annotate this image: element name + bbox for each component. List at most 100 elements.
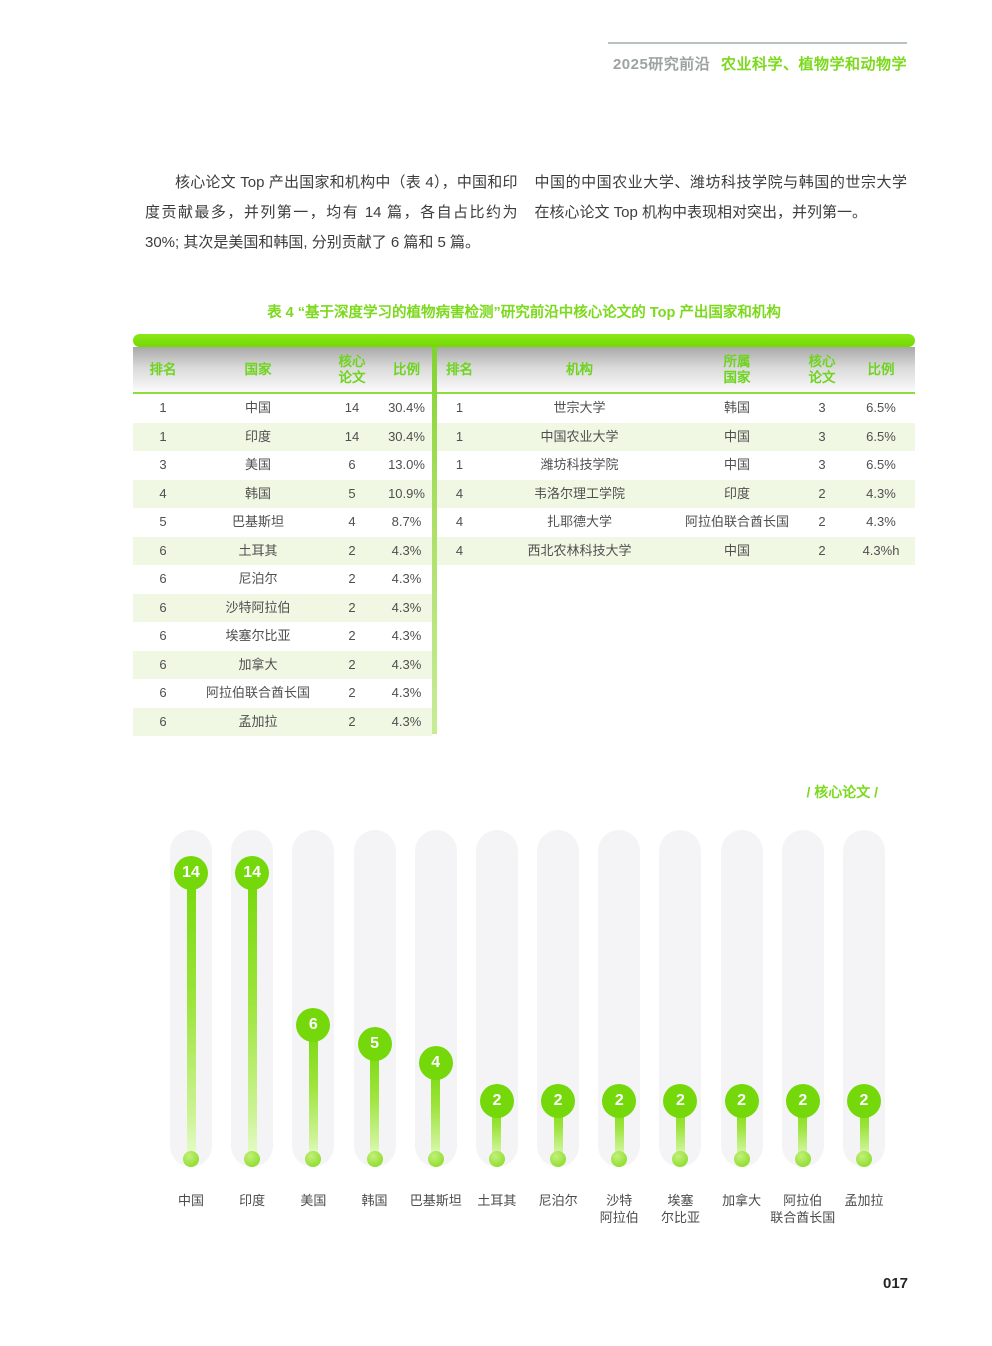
table-cell: 韦洛尔理工学院: [533, 485, 625, 501]
chart-dot: [733, 1151, 750, 1167]
report-section-title: 农业科学、植物学和动物学: [720, 56, 907, 73]
axis-label: 中国: [177, 1193, 205, 1208]
column-header: 核心 论文: [338, 353, 366, 385]
table-cell: 2: [818, 542, 826, 558]
axis-label: 埃塞 尔比亚: [660, 1193, 700, 1225]
table-cell: 扎耶德大学: [546, 514, 612, 530]
chart-value-bubble: 2: [663, 1084, 698, 1118]
chart-axis-labels: 中国 印度 美国 韩国 巴基斯坦 土耳其 尼泊尔 沙特 阿拉伯 埃塞 尔比亚 加拿大 阿拉伯 联合酋长国孟…: [170, 1192, 885, 1252]
chart-dot: [244, 1151, 261, 1167]
table-row: 1 印度 14 30.4%: [133, 422, 432, 451]
table-cell: 4.3%: [391, 571, 422, 587]
table-cell: 5: [348, 485, 356, 501]
chart-dot: [427, 1151, 444, 1167]
table-cell: 6.5%: [866, 428, 896, 444]
axis-label: 阿拉伯 联合酋长国: [770, 1193, 836, 1225]
table-cell: 4: [455, 485, 464, 501]
chart-stem: [492, 1101, 502, 1159]
table-cell: 中国农业大学: [540, 428, 619, 444]
chart-stem: [798, 1101, 808, 1159]
table-cell: 8.7%: [391, 514, 422, 530]
chart-dot: [366, 1151, 383, 1167]
table-cell: 4.3%: [391, 656, 422, 672]
table-cell: 4: [159, 485, 167, 501]
intro-paragraph-left: 核心论文 Top 产出国家和机构中（表 4），中国和印度贡献最多，并列第一，均有…: [145, 174, 518, 251]
table-cell: 印度: [723, 485, 750, 501]
chart-value-bubble: 2: [847, 1084, 881, 1118]
table-4: 排名 国家 核心 论文 比例 1 中国 14 30.4% 1 印度 14 30.4% 3 美国 6 13.0%…: [133, 347, 915, 736]
chart-dot: [305, 1151, 322, 1167]
table-cell: 1: [159, 428, 167, 444]
chart-value-bubble: 2: [541, 1084, 576, 1118]
chart-stem: [370, 1044, 380, 1159]
chart-stem: [431, 1063, 441, 1159]
table-cell: 潍坊科技学院: [540, 457, 619, 473]
table-cell: 3: [818, 428, 826, 444]
axis-label: 美国: [300, 1193, 327, 1208]
table-cell: 西北农林科技大学: [527, 542, 632, 558]
table-cell: 30.4%: [388, 400, 425, 416]
table-row: 6 沙特阿拉伯 2 4.3%: [133, 593, 432, 622]
table-cell: 尼泊尔: [238, 571, 278, 587]
table-cell: 4.3%: [391, 713, 422, 729]
axis-label: 孟加拉: [844, 1193, 884, 1208]
table-row: 1 中国 14 30.4%: [133, 394, 432, 423]
report-brand: 2025研究前沿: [612, 56, 711, 73]
column-header: 国家: [244, 361, 272, 377]
table-row: 4 韩国 5 10.9%: [133, 479, 432, 508]
table-cell: 沙特阿拉伯: [225, 599, 291, 615]
table-cell: 2: [348, 628, 356, 644]
chart-value-bubble: 14: [174, 856, 208, 890]
chart-value-bubble: 2: [785, 1084, 820, 1118]
axis-label: 巴基斯坦: [409, 1193, 462, 1208]
table-row: 6 孟加拉 2 4.3%: [133, 707, 432, 736]
chart-stem: [675, 1101, 685, 1159]
table-row: 1 潍坊科技学院 中国 3 6.5%: [437, 451, 915, 480]
chart-dot: [672, 1151, 689, 1167]
column-header: 所属 国家: [723, 353, 751, 385]
chart-dot: [794, 1151, 811, 1167]
table-cell: 2: [348, 656, 356, 672]
column-header: 比例: [867, 361, 895, 377]
chart-value-bubble: 2: [479, 1084, 514, 1118]
chart-stem: [614, 1101, 624, 1159]
table-cell: 韩国: [244, 485, 271, 501]
table-row: 4 扎耶德大学 阿拉伯联合酋长国 2 4.3%: [437, 508, 915, 537]
table-cell: 埃塞尔比亚: [225, 628, 291, 644]
axis-label: 尼泊尔: [538, 1193, 578, 1208]
table-cell: 10.9%: [388, 485, 425, 501]
chart-value-bubble: 2: [602, 1084, 637, 1118]
table-cell: 土耳其: [238, 542, 278, 558]
table-cell: 中国: [723, 542, 750, 558]
table-cell: 6: [159, 656, 167, 672]
table-cell: 1: [455, 428, 464, 444]
intro-paragraph-right: 中国的中国农业大学、潍坊科技学院与韩国的世宗大学在核心论文 Top 机构中表现相…: [534, 174, 908, 221]
table-cell: 孟加拉: [238, 713, 278, 729]
table-cell: 2: [348, 713, 356, 729]
chart-value-bubble: 5: [357, 1027, 392, 1061]
table-cell: 中国: [244, 400, 271, 416]
chart-stem: [553, 1101, 563, 1159]
chart-value-bubble: 4: [418, 1046, 453, 1080]
table-row: 1 世宗大学 韩国 3 6.5%: [437, 394, 915, 423]
table-cell: 4.3%: [391, 685, 422, 701]
axis-label: 韩国: [361, 1193, 388, 1208]
table-row: 3 美国 6 13.0%: [133, 451, 432, 480]
table-top-bar: [133, 334, 915, 347]
table-cell: 4.3%: [391, 542, 422, 558]
table-cell: 6: [159, 685, 167, 701]
table-cell: 印度: [244, 428, 271, 444]
table-title: 表 4 “基于深度学习的植物病害检测”研究前沿中核心论文的 Top 产出国家和机…: [267, 305, 781, 321]
table-cell: 美国: [244, 457, 271, 473]
institutions-table: 排名 机构 所属 国家 核心 论文 比例 1 世宗大学 韩国 3 6.5% 1 中国农业大学 中国 3 6.…: [437, 347, 915, 565]
chart-dot: [488, 1151, 505, 1167]
table-row: 6 土耳其 2 4.3%: [133, 536, 432, 565]
table-cell: 4.3%: [391, 599, 422, 615]
chart-value-bubble: 2: [724, 1084, 759, 1118]
table-cell: 4: [455, 514, 464, 530]
table-cell: 4.3%: [391, 628, 422, 644]
column-header: 机构: [566, 361, 593, 377]
axis-label: 加拿大: [722, 1193, 762, 1208]
table-row: 5 巴基斯坦 4 8.7%: [133, 508, 432, 537]
